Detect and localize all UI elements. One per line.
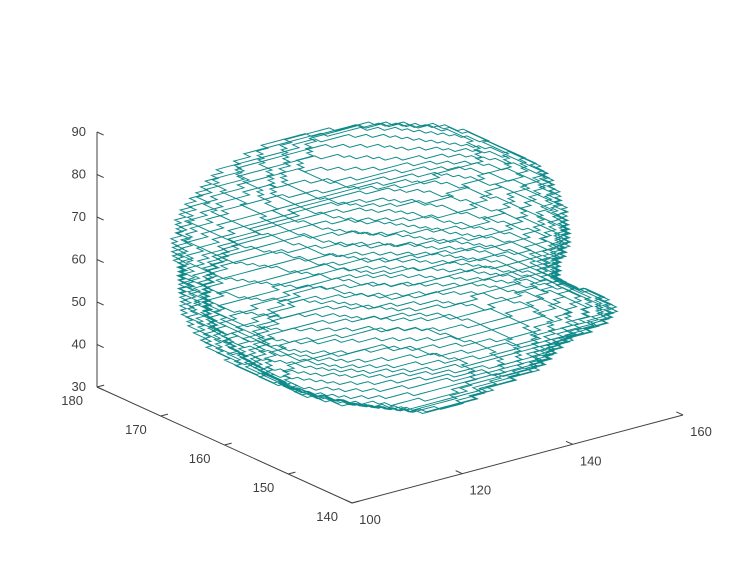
z-tick-label: 90 — [72, 124, 86, 139]
y-tick-label: 180 — [61, 393, 83, 408]
y-tick — [160, 413, 169, 417]
y-tick — [96, 384, 105, 388]
contour-slice — [184, 230, 606, 369]
x-tick-label: 160 — [690, 424, 712, 439]
x-tick — [565, 440, 573, 445]
z-tick-label: 50 — [72, 294, 86, 309]
contour-slice — [277, 121, 513, 208]
contour-wireframe — [169, 121, 619, 415]
z-tick — [96, 131, 104, 136]
contour-slice — [175, 187, 566, 332]
contour-slice — [295, 123, 485, 190]
contour-slice — [225, 282, 575, 407]
y-tick-label: 140 — [316, 509, 338, 524]
contour-slice — [255, 122, 530, 222]
y-tick-label: 160 — [189, 451, 211, 466]
z-tick — [96, 386, 104, 391]
contour-slice — [263, 326, 508, 413]
contour-slice — [173, 160, 570, 288]
z-tick-label: 60 — [72, 252, 86, 267]
contour-slice — [178, 153, 564, 275]
contour-slice — [192, 241, 615, 374]
contour-slice — [174, 178, 572, 322]
z-tick-label: 30 — [72, 379, 86, 394]
contour-slice — [281, 344, 478, 411]
contour-slice — [207, 265, 605, 393]
contour-slice — [176, 207, 583, 355]
z-tick — [96, 301, 104, 306]
z-tick — [96, 216, 104, 221]
y-tick-label: 150 — [253, 480, 275, 495]
x-axis-line — [351, 414, 684, 504]
y-tick — [351, 500, 360, 504]
z-tick-label: 80 — [72, 167, 86, 182]
z-tick-label: 70 — [72, 209, 86, 224]
x-tick-label: 120 — [469, 483, 491, 498]
x-tick-label: 140 — [580, 453, 602, 468]
contour-slice — [200, 258, 613, 386]
contour-slice — [194, 143, 558, 262]
x-tick-label: 100 — [359, 512, 381, 527]
y-tick — [288, 471, 296, 475]
y-tick-label: 170 — [125, 422, 147, 437]
contour-slice — [169, 166, 572, 300]
contour-slice — [213, 274, 592, 400]
z-tick — [96, 174, 104, 179]
z-tick — [96, 344, 104, 349]
contour-slice — [232, 126, 546, 236]
contour-slice — [178, 218, 594, 363]
x-tick — [345, 499, 353, 504]
contour-slice — [170, 171, 572, 312]
contour-slice — [210, 133, 552, 249]
x-tick — [676, 411, 684, 416]
x-tick — [455, 470, 463, 475]
z-tick — [96, 259, 104, 264]
y-tick — [224, 442, 232, 446]
z-tick-label: 40 — [72, 337, 86, 352]
